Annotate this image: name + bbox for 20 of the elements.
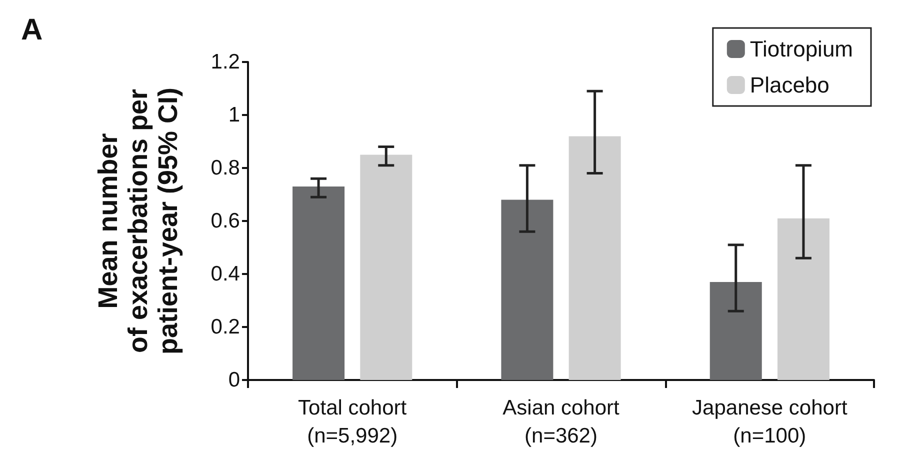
- y-tick-label: 0.8: [210, 156, 240, 180]
- x-tick-label: Japanese cohort (n=100): [692, 396, 848, 448]
- y-tick-label: 1.2: [210, 50, 240, 74]
- bar: [710, 282, 762, 380]
- bar: [360, 154, 412, 380]
- bar: [777, 218, 830, 380]
- y-tick-label: 0.6: [210, 210, 240, 232]
- legend-label: Placebo: [750, 72, 830, 98]
- bar: [568, 136, 621, 380]
- bar: [501, 200, 554, 380]
- legend-label: Tiotropium: [750, 36, 854, 62]
- y-tick-label: 1: [228, 104, 240, 126]
- x-tick-label: Total cohort (n=5,992): [298, 396, 407, 448]
- x-tick-label: Asian cohort (n=362): [502, 396, 620, 448]
- chart-title: A: [21, 14, 43, 46]
- y-axis-title: Mean number of exacerbations per patient-year (95% CI): [93, 87, 183, 355]
- y-tick-label: 0.4: [210, 262, 240, 286]
- bar: [292, 186, 345, 380]
- y-tick-label: 0: [228, 368, 240, 392]
- y-tick-label: 0.2: [210, 316, 240, 338]
